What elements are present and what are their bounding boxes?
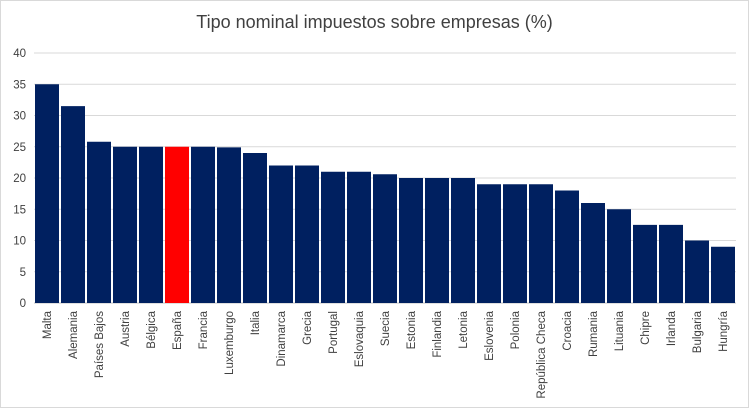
x-tick-label: Hungría: [718, 310, 730, 352]
y-tick-label: 25: [13, 142, 26, 154]
x-tick-label: Finlandia: [432, 310, 444, 357]
bar-portugal: [321, 171, 345, 303]
bar-alemania: [61, 106, 85, 303]
x-tick-label: Eslovaquia: [354, 310, 366, 367]
x-tick-label: Chipre: [640, 311, 652, 345]
x-tick-label: Grecia: [302, 310, 314, 344]
x-tick-label: Rumania: [588, 310, 600, 357]
x-tick-label: Bulgaria: [692, 310, 704, 353]
bar-suecia: [373, 174, 397, 303]
x-tick-label: Croacia: [562, 310, 574, 350]
x-tick-label: Malta: [42, 310, 54, 339]
bar-lituania: [607, 209, 631, 303]
y-tick-label: 40: [13, 48, 26, 60]
x-tick-label: Luxemburgo: [224, 311, 236, 375]
y-tick-label: 10: [13, 236, 26, 248]
y-tick-label: 35: [13, 79, 26, 91]
y-tick-label: 20: [13, 173, 26, 185]
x-tick-label: Portugal: [328, 311, 340, 354]
x-tick-label: Estonia: [406, 310, 418, 349]
y-tick-label: 0: [20, 298, 26, 310]
bar-eslovaquia: [347, 171, 371, 303]
x-tick-label: Lituania: [614, 310, 626, 351]
bar-república-checa: [529, 184, 553, 303]
x-tick-label: Italia: [250, 310, 262, 335]
chart-title: Tipo nominal impuestos sobre empresas (%…: [196, 12, 553, 32]
x-tick-label: Dinamarca: [276, 310, 288, 366]
bar-irlanda: [659, 224, 683, 303]
x-tick-label: Alemania: [68, 310, 80, 359]
x-tick-label: Eslovenia: [484, 310, 496, 360]
bar-grecia: [295, 165, 319, 303]
y-tick-label: 15: [13, 204, 26, 216]
x-tick-label: Países Bajos: [94, 311, 106, 378]
x-tick-label: Francia: [198, 310, 210, 349]
bar-rumania: [581, 203, 605, 303]
x-tick-label: Bélgica: [146, 310, 158, 348]
bar-bulgaria: [685, 240, 709, 303]
bar-hungría: [711, 246, 735, 303]
bar-chipre: [633, 224, 657, 303]
x-tick-label: República Checa: [536, 310, 548, 398]
bar-dinamarca: [269, 165, 293, 303]
bar-eslovenia: [477, 184, 501, 303]
bar-letonia: [451, 178, 475, 303]
bar-austria: [113, 146, 137, 303]
y-tick-label: 30: [13, 111, 26, 123]
y-tick-label: 5: [20, 267, 26, 279]
x-tick-label: Suecia: [380, 310, 392, 346]
bar-polonia: [503, 184, 527, 303]
bar-finlandia: [425, 178, 449, 303]
x-tick-label: Irlanda: [666, 310, 678, 346]
bar-luxemburgo: [217, 147, 241, 303]
x-tick-label: Austria: [120, 310, 132, 346]
bar-italia: [243, 153, 267, 303]
x-tick-label: España: [172, 310, 184, 350]
bar-españa: [165, 146, 189, 303]
bar-bélgica: [139, 146, 163, 303]
bar-países-bajos: [87, 141, 111, 303]
x-tick-label: Letonia: [458, 310, 470, 348]
x-tick-label: Polonia: [510, 310, 522, 349]
bar-malta: [35, 84, 59, 303]
bar-francia: [191, 146, 215, 303]
bar-croacia: [555, 190, 579, 303]
bar-estonia: [399, 178, 423, 303]
